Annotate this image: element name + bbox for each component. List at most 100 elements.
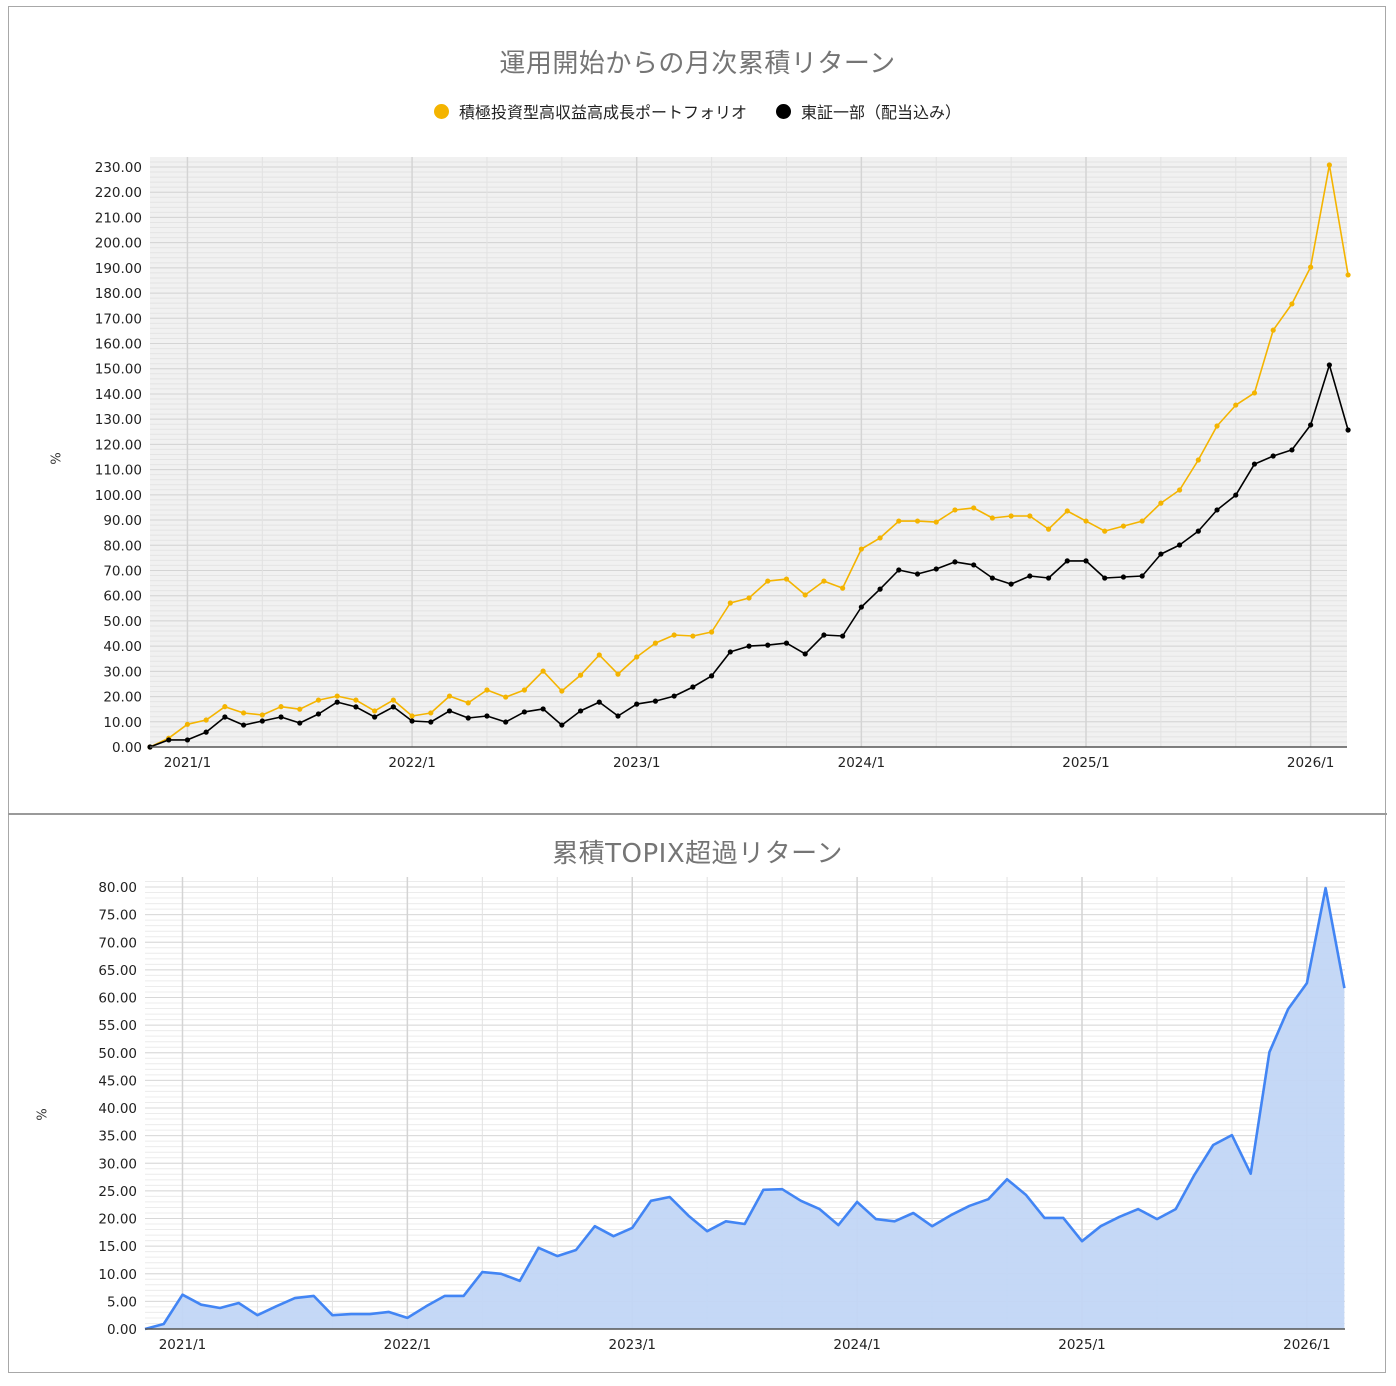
legend-dot-icon [433, 103, 449, 119]
data-point [353, 697, 359, 703]
data-point [222, 714, 228, 720]
data-point [446, 693, 453, 699]
data-point [746, 643, 752, 649]
data-point [709, 629, 715, 635]
data-point [1233, 492, 1239, 498]
data-point [821, 632, 827, 638]
data-point [1102, 528, 1108, 534]
outer-frame [8, 6, 1386, 1373]
data-point [1139, 518, 1145, 524]
legend-label: 積極投資型高収益高成長ポートフォリオ [458, 103, 747, 122]
data-point [896, 518, 902, 524]
legend-label: 東証一部（配当込み） [801, 103, 962, 122]
y-tick-label: 150.00 [95, 362, 142, 378]
y-tick-label: 20.00 [98, 1212, 137, 1228]
data-point [1195, 457, 1201, 463]
y-tick-label: 20.00 [103, 690, 142, 706]
y-tick-label: 60.00 [103, 589, 142, 605]
data-point [615, 713, 621, 719]
data-point [1027, 573, 1033, 579]
y-tick-label: 40.00 [103, 639, 142, 655]
data-point [409, 713, 415, 719]
data-point [241, 722, 247, 728]
legend-item-topix[interactable]: 東証一部（配当込み） [776, 99, 961, 123]
data-point [783, 576, 790, 582]
data-point [1251, 390, 1258, 396]
data-point [746, 595, 752, 601]
data-point [1195, 528, 1201, 534]
data-point [353, 704, 359, 710]
data-point [577, 672, 584, 678]
data-point [577, 708, 584, 714]
y-tick-label: 10.00 [98, 1267, 137, 1283]
data-point [952, 559, 958, 565]
data-point [315, 711, 322, 717]
y-tick-label: 5.00 [107, 1294, 137, 1310]
data-point [634, 701, 640, 707]
data-point [1102, 575, 1108, 581]
data-point [1251, 461, 1258, 467]
y-tick-label: 0.00 [112, 740, 142, 756]
data-point [933, 519, 939, 525]
data-point [203, 717, 209, 723]
data-point [1083, 518, 1089, 524]
y-tick-label: 160.00 [95, 337, 142, 353]
data-point [1270, 327, 1276, 333]
data-point [783, 640, 790, 646]
data-point [465, 715, 471, 721]
y-tick-label: 200.00 [95, 236, 142, 252]
data-point [1045, 526, 1052, 532]
legend-item-portfolio[interactable]: 積極投資型高収益高成長ポートフォリオ [433, 99, 747, 123]
data-point [914, 571, 921, 577]
data-point [315, 697, 322, 703]
y-tick-label: 50.00 [98, 1046, 137, 1062]
chart-legend: 積極投資型高収益高成長ポートフォリオ 東証一部（配当込み） [9, 99, 1386, 123]
y-tick-label: 140.00 [95, 387, 142, 403]
y-tick-label: 40.00 [98, 1101, 137, 1117]
data-point [184, 737, 191, 743]
y-tick-label: 70.00 [98, 935, 137, 951]
x-tick-label: 2024/1 [833, 1337, 881, 1353]
x-tick-label: 2026/1 [1287, 755, 1335, 771]
y-tick-label: 230.00 [95, 160, 142, 176]
data-point [484, 687, 490, 693]
data-point [858, 604, 864, 610]
data-point [428, 710, 434, 716]
y-tick-label: 90.00 [103, 513, 142, 529]
data-point [821, 578, 827, 584]
y-tick-label: 25.00 [98, 1184, 137, 1200]
x-tick-label: 2021/1 [164, 755, 212, 771]
data-point [1345, 272, 1351, 278]
data-point [1158, 551, 1164, 557]
chart-title: 運用開始からの月次累積リターン [499, 49, 896, 79]
y-tick-label: 30.00 [98, 1156, 137, 1172]
data-point [690, 684, 696, 690]
cumulative-return-chart: 運用開始からの月次累積リターン 積極投資型高収益高成長ポートフォリオ 東証一部（… [9, 7, 1386, 813]
data-point [952, 507, 958, 513]
x-tick-label: 2025/1 [1062, 755, 1110, 771]
data-point [166, 737, 172, 743]
data-point [390, 697, 396, 703]
data-point [390, 704, 396, 710]
y-tick-label: 130.00 [95, 412, 142, 428]
data-point [1177, 542, 1183, 548]
y-tick-label: 10.00 [103, 715, 142, 731]
plot-background [150, 157, 1347, 747]
data-point [1158, 500, 1164, 506]
data-point [709, 673, 715, 679]
chart-title: 累積TOPIX超過リターン [552, 839, 843, 869]
data-point [1289, 301, 1295, 307]
data-point [1214, 507, 1220, 513]
y-tick-label: 80.00 [98, 880, 137, 896]
y-tick-label: 110.00 [95, 463, 142, 479]
x-tick-label: 2025/1 [1058, 1337, 1106, 1353]
x-tick-label: 2022/1 [388, 755, 436, 771]
x-tick-label: 2023/1 [608, 1337, 656, 1353]
data-point [671, 632, 677, 638]
data-point [858, 546, 864, 552]
data-point [933, 566, 939, 572]
data-point [634, 654, 640, 660]
data-point [334, 693, 340, 699]
data-point [1064, 508, 1070, 514]
data-point [671, 693, 677, 699]
